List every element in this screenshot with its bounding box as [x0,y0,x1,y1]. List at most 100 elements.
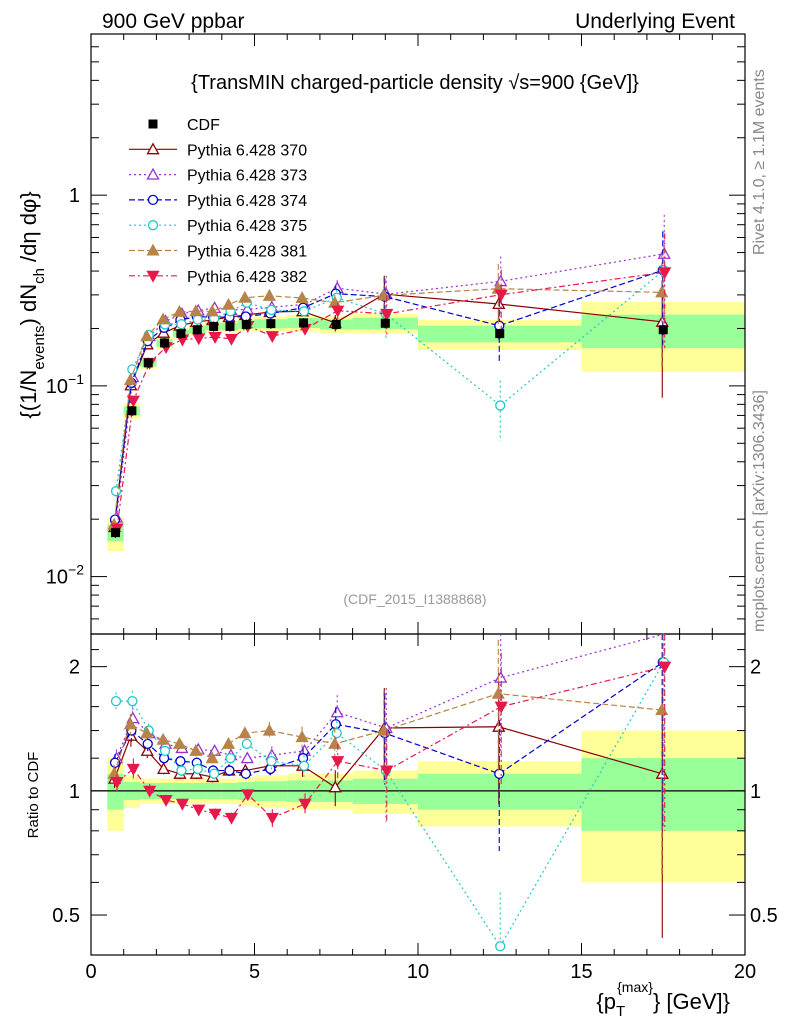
series-point-ratio [328,737,342,749]
header-right: Underlying Event [575,10,735,33]
series-point-main [265,331,279,343]
series-point-main [189,304,203,317]
series-point-main [224,333,239,346]
series-point-ratio [494,701,508,714]
ylabel-part-5: /dη dφ} [16,191,41,268]
svg-text:{pT{max}} [GeV]}: {pT {max}} [GeV]} [596,979,730,1020]
data-points [111,318,668,538]
series-point-ratio [159,794,173,807]
data-point [127,406,137,416]
series-point-ratio [143,785,157,798]
data-point [143,358,153,368]
series-point-ratio [172,737,187,749]
data-point [192,325,202,335]
data-point [266,319,276,329]
series-point-ratio [224,812,239,825]
x-tick-label: 20 [734,961,756,983]
header-left: 900 GeV ppbar [102,10,244,33]
series-point-main [298,306,310,317]
series-point-main [172,305,187,317]
legend-entry: Pythia 6.428 381 [129,244,307,261]
series-line-ratio [114,661,664,775]
legend-entry: Pythia 6.428 374 [129,193,307,210]
legend-label: Pythia 6.428 382 [187,269,307,286]
x-tick-label: 5 [249,961,260,983]
ratio-y-tick-label-right: 2 [750,657,761,679]
ratio-y-tick-label: 1 [69,781,80,803]
series-point-ratio [491,686,505,699]
data-point [225,321,235,331]
data-point [331,319,341,329]
series-point-main [110,486,122,497]
series-point-ratio [110,777,124,789]
series-point-ratio [208,808,222,821]
series-line-main [115,253,665,518]
data-point [176,329,186,339]
series-point-main [262,288,276,301]
series-point-ratio [380,765,394,778]
series-point-ratio [658,661,672,674]
series-point-ratio [265,812,279,825]
series-point-ratio [123,717,138,730]
chart-title: {TransMIN charged-particle density √s=90… [191,72,639,94]
ratio-y-tick-label: 2 [69,657,80,679]
mcplots-label: mcplots.cern.ch [arXiv:1306.3436] [751,390,768,632]
series-point-ratio [262,723,276,736]
series-point-ratio [156,732,170,745]
y-tick-label: 10−1 [46,371,84,398]
series-point-ratio [224,765,235,776]
series-point-ratio [241,738,252,749]
data-point [209,321,219,331]
series-point-main [238,290,252,303]
series-point-main [140,329,154,342]
series-point-ratio [298,798,312,811]
legend-marker [147,220,159,231]
legend-label: Pythia 6.428 381 [187,244,307,261]
series-point-ratio [330,719,341,730]
legend-entry: Pythia 6.428 375 [129,218,307,235]
legend-entry: CDF [148,117,220,134]
data-point [241,319,251,329]
series-point-ratio [295,730,309,743]
legend-entry: Pythia 6.428 373 [129,168,307,185]
series-point-ratio [140,726,154,739]
xlabel-part-2: T [616,1003,625,1020]
main-bands [107,301,745,552]
watermark: (CDF_2015_I1388868) [343,591,486,607]
series-point-ratio [266,756,277,767]
y-tick-label: 1 [69,185,80,207]
ratio-ylabel: Ratio to CDF [25,752,42,839]
series-point-main [127,364,138,375]
legend-label: Pythia 6.428 373 [187,168,307,185]
series-point-ratio [328,780,342,793]
series-point-ratio [126,763,140,776]
rivet-label: Rivet 4.1.0, ≥ 1.1M events [751,69,768,255]
y-tick-label: 10−2 [46,562,84,589]
series-point-main [123,373,138,386]
series-point-ratio [240,751,254,764]
y-tick-base: 10 [46,567,68,589]
y-tick-exp: −1 [68,371,84,387]
series-point-main [295,291,309,304]
series-point-ratio [238,726,252,739]
series-point-ratio [175,756,186,767]
series-point-ratio [175,798,190,811]
ylabel-part-1: {(1/N [16,370,41,419]
series-point-main [658,267,672,280]
ylabel-part-3: ) dN [16,284,41,326]
series-375 [110,231,669,952]
series-point-ratio [127,695,138,707]
series-point-main [494,289,508,302]
series-point-ratio [156,762,171,774]
series-point-main [380,308,394,321]
y-tick-base: 10 [46,376,68,398]
legend-label: Pythia 6.428 375 [187,218,307,235]
series-point-ratio [225,753,236,764]
series-point-main [495,400,506,411]
legend-entry: Pythia 6.428 382 [129,269,307,286]
series-point-ratio [192,804,206,817]
series-point-ratio [331,756,345,769]
series-point-main [208,331,222,344]
data-point [495,329,505,339]
